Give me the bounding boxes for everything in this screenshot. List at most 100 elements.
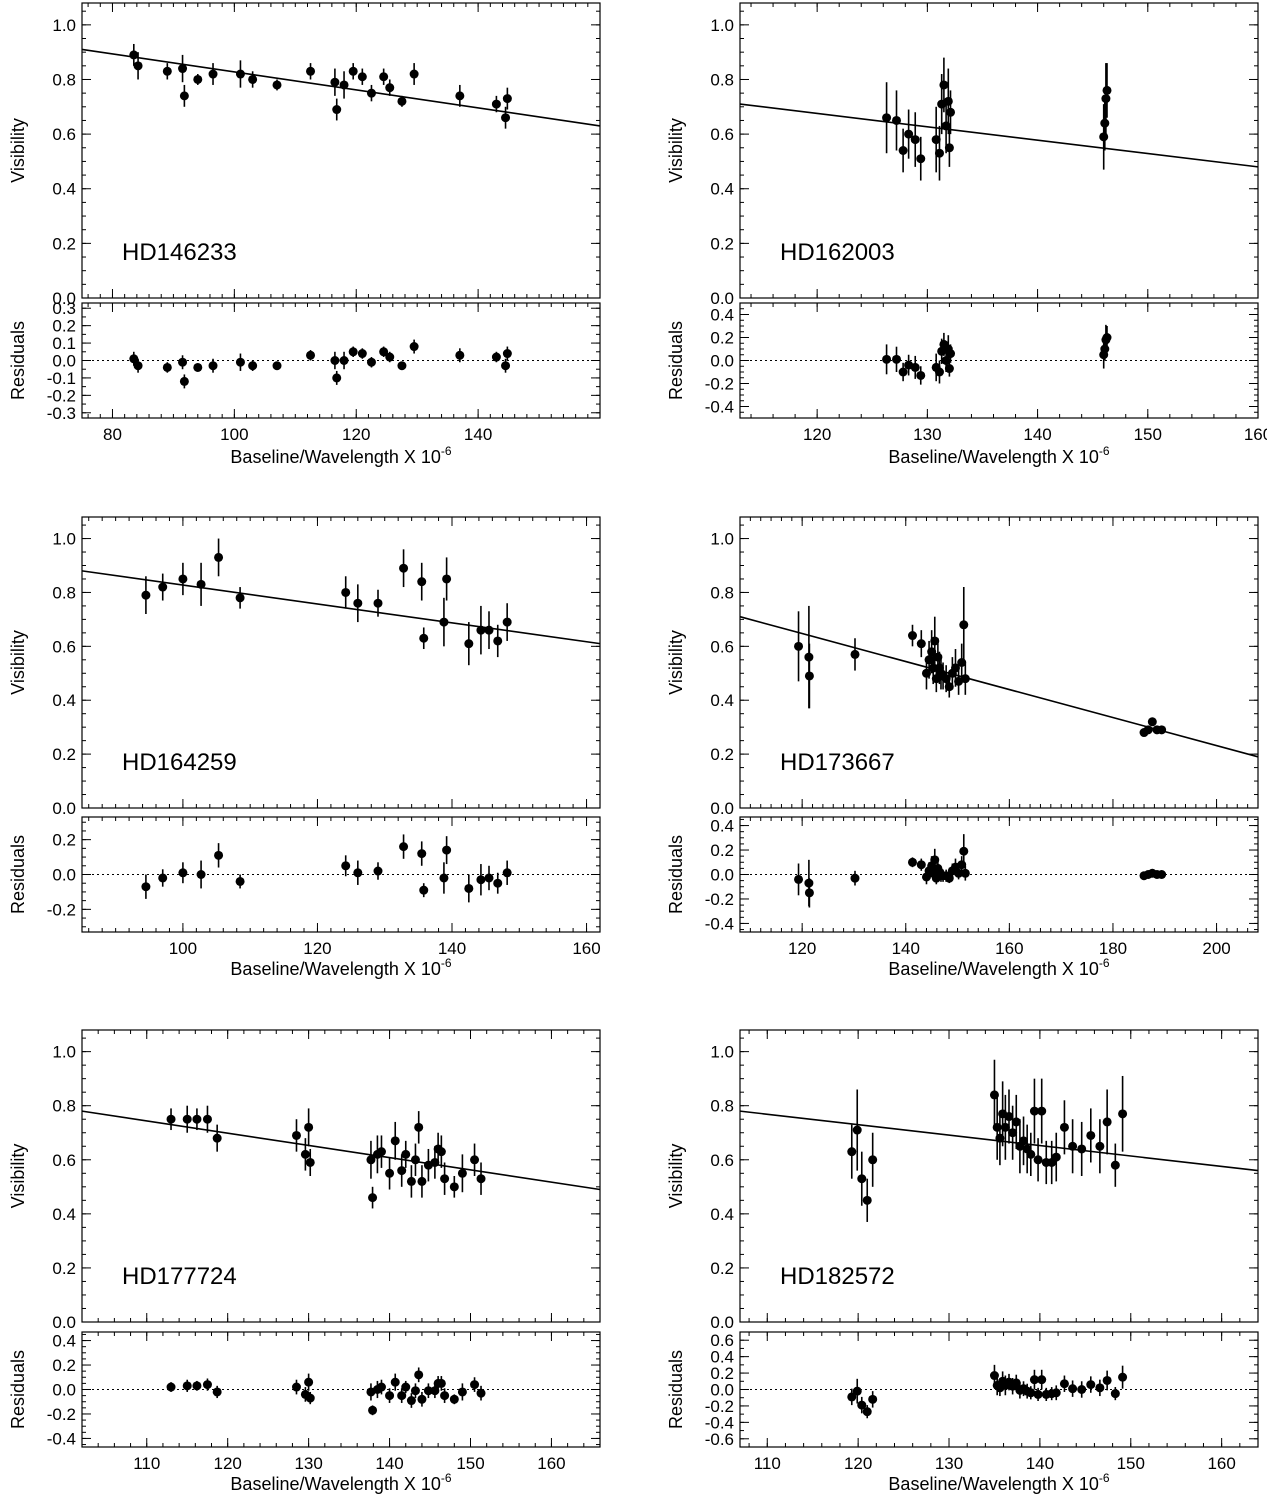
y-tick-label: 0.2: [52, 1356, 76, 1375]
x-axis-label-text: Baseline/Wavelength X 10: [230, 959, 440, 979]
residual-point: [907, 857, 917, 867]
x-axis-label: Baseline/Wavelength X 10-6: [230, 444, 451, 467]
x-tick-label: 110: [133, 1454, 160, 1473]
visibility-point: [898, 146, 908, 155]
visibility-point: [457, 1168, 467, 1178]
visibility-point: [409, 69, 419, 79]
visibility-point: [141, 590, 151, 600]
residual-point: [235, 357, 245, 367]
visibility-point: [178, 574, 188, 584]
residual-point: [916, 370, 926, 380]
visibility-point: [862, 1195, 872, 1205]
visibility-point: [1110, 1160, 1120, 1170]
y-tick-label: -0.2: [705, 1397, 734, 1416]
visibility-point: [930, 636, 940, 646]
residual-point: [898, 367, 908, 377]
x-tick-label: 150: [456, 1454, 484, 1473]
visibility-point: [464, 639, 474, 649]
x-tick-label: 130: [913, 425, 941, 444]
x-axis-label: Baseline/Wavelength X 10-6: [888, 444, 1109, 467]
y-tick-label: 1.0: [52, 16, 76, 35]
y-tick-label: 0.6: [710, 1331, 734, 1350]
residual-point: [804, 888, 814, 898]
residual-point: [794, 874, 804, 884]
residual-point: [419, 885, 429, 895]
y-tick-label: -0.2: [705, 890, 734, 909]
residual-point: [182, 1381, 192, 1391]
visibility-point: [401, 1149, 411, 1159]
visibility-point: [950, 663, 960, 673]
visibility-point: [414, 1122, 424, 1132]
residual-point: [960, 868, 970, 878]
visibility-point: [476, 625, 486, 635]
residual-point: [430, 1386, 440, 1396]
y-tick-label: 0.4: [52, 691, 76, 710]
visibility-point: [1059, 1122, 1069, 1132]
y-tick-label: -0.6: [705, 1430, 734, 1449]
visibility-point: [1008, 1128, 1018, 1138]
residual-point: [892, 354, 902, 364]
x-tick-label: 100: [169, 939, 197, 958]
x-tick-label: 140: [1026, 1454, 1054, 1473]
residual-point: [399, 842, 409, 852]
visibility-point: [794, 641, 804, 651]
y-tick-label: 0.4: [52, 1205, 76, 1224]
y-tick-label: 0.6: [52, 637, 76, 656]
star-name-label: HD162003: [780, 239, 895, 266]
residual-point: [930, 855, 940, 865]
visibility-point: [931, 135, 941, 145]
visibility-point: [946, 107, 956, 117]
residual-point: [133, 361, 143, 371]
visibility-point: [353, 598, 363, 608]
y-axis-label-visibility: Visibility: [666, 630, 686, 695]
visibility-point: [417, 1176, 427, 1186]
x-tick-label: 100: [220, 425, 248, 444]
visibility-point: [1011, 1117, 1021, 1127]
x-tick-label: 110: [754, 1454, 781, 1473]
y-axis-label-visibility: Visibility: [666, 1144, 686, 1209]
residual-point: [847, 1392, 857, 1402]
residual-point: [401, 1382, 411, 1392]
y-tick-label: 0.0: [710, 1381, 734, 1400]
visibility-point: [300, 1149, 310, 1159]
visibility-point: [847, 1147, 857, 1157]
residual-point: [196, 870, 206, 879]
residual-point: [857, 1400, 867, 1410]
residual-point: [436, 1378, 446, 1388]
x-tick-label: 150: [1134, 425, 1162, 444]
residual-point: [1011, 1378, 1021, 1388]
visibility-point: [959, 620, 969, 630]
residual-point: [1086, 1380, 1096, 1390]
residual-point: [357, 349, 367, 359]
residual-point: [291, 1382, 301, 1392]
residual-point: [491, 352, 501, 362]
residual-point: [502, 349, 512, 359]
visibility-point: [449, 1182, 459, 1192]
x-tick-label: 120: [788, 939, 816, 958]
y-tick-label: 0.2: [710, 329, 734, 348]
y-axis-label-residuals: Residuals: [666, 1350, 686, 1429]
y-tick-label: 0.8: [52, 70, 76, 89]
visibility-point: [376, 1147, 386, 1157]
residual-point: [1157, 870, 1167, 879]
visibility-point: [943, 96, 953, 106]
visibility-point: [1051, 1152, 1061, 1162]
y-tick-label: 0.2: [52, 1259, 76, 1278]
residual-point: [1037, 1375, 1047, 1385]
visibility-point: [1143, 725, 1153, 735]
visibility-point: [366, 1155, 376, 1165]
visibility-point: [502, 617, 512, 627]
visibility-point: [1118, 1109, 1128, 1119]
residual-point: [423, 1386, 433, 1396]
visibility-point: [1068, 1141, 1078, 1151]
residual-point: [385, 352, 395, 362]
star-name-label: HD177724: [122, 1263, 237, 1290]
visibility-point: [419, 633, 429, 643]
residual-point: [304, 1377, 314, 1387]
fit-line: [81, 570, 601, 645]
y-axis-label-residuals: Residuals: [8, 1350, 28, 1429]
residual-point: [385, 1391, 395, 1401]
visibility-point: [954, 676, 964, 686]
y-axis-label-residuals: Residuals: [666, 321, 686, 400]
